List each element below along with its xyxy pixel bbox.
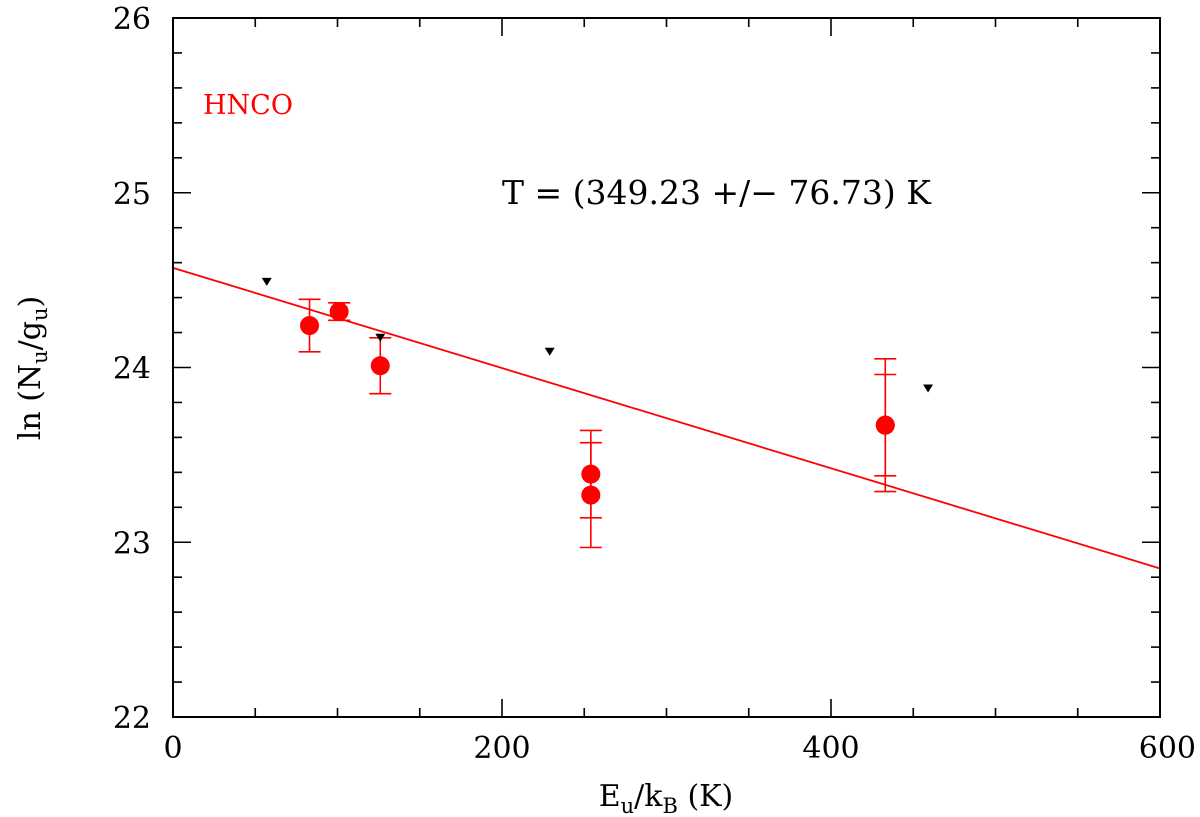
data-point <box>370 356 390 376</box>
upper-limits-layer <box>261 277 934 393</box>
x-tick-label: 0 <box>163 731 182 766</box>
data-point <box>300 316 320 336</box>
x-tick-label: 600 <box>1139 731 1196 766</box>
species-label: HNCO <box>203 90 293 121</box>
fit-temperature-label: T = (349.23 +/− 76.73) K <box>502 173 932 212</box>
tick-labels: 0 200 400 600 22 23 24 25 26 <box>113 2 1196 766</box>
upper-limit-marker <box>544 347 555 356</box>
data-points-layer <box>298 298 897 549</box>
data-point <box>581 485 601 505</box>
y-tick-label: 24 <box>113 352 151 387</box>
data-point <box>875 415 895 435</box>
y-tick-label: 22 <box>113 701 151 736</box>
upper-limit-marker <box>923 384 934 393</box>
y-axis-title: ln (Nu/gu) <box>13 296 52 441</box>
plot-frame <box>172 17 1161 718</box>
fit-line-layer <box>172 267 1161 570</box>
y-tick-label: 26 <box>113 2 151 37</box>
upper-limit-marker <box>261 277 272 286</box>
y-tick-label: 25 <box>113 177 151 212</box>
x-tick-label: 200 <box>473 731 530 766</box>
fit-line <box>172 267 1161 570</box>
axis-ticks <box>172 17 1161 718</box>
upper-limit-marker <box>375 333 386 342</box>
data-point <box>329 302 349 322</box>
y-tick-label: 23 <box>113 526 151 561</box>
x-tick-label: 400 <box>802 731 859 766</box>
x-axis-title: Eu/kB (K) <box>599 779 734 817</box>
